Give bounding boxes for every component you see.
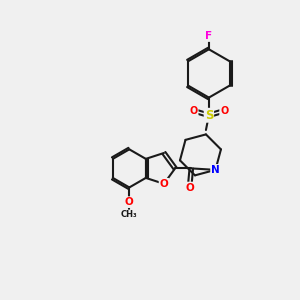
Text: O: O (220, 106, 228, 116)
Text: F: F (205, 31, 212, 41)
Text: CH₃: CH₃ (121, 210, 138, 219)
Text: O: O (190, 106, 198, 116)
Text: S: S (205, 109, 213, 122)
Text: O: O (125, 197, 134, 207)
Text: O: O (185, 182, 194, 193)
Text: N: N (211, 165, 220, 175)
Text: O: O (160, 179, 168, 189)
